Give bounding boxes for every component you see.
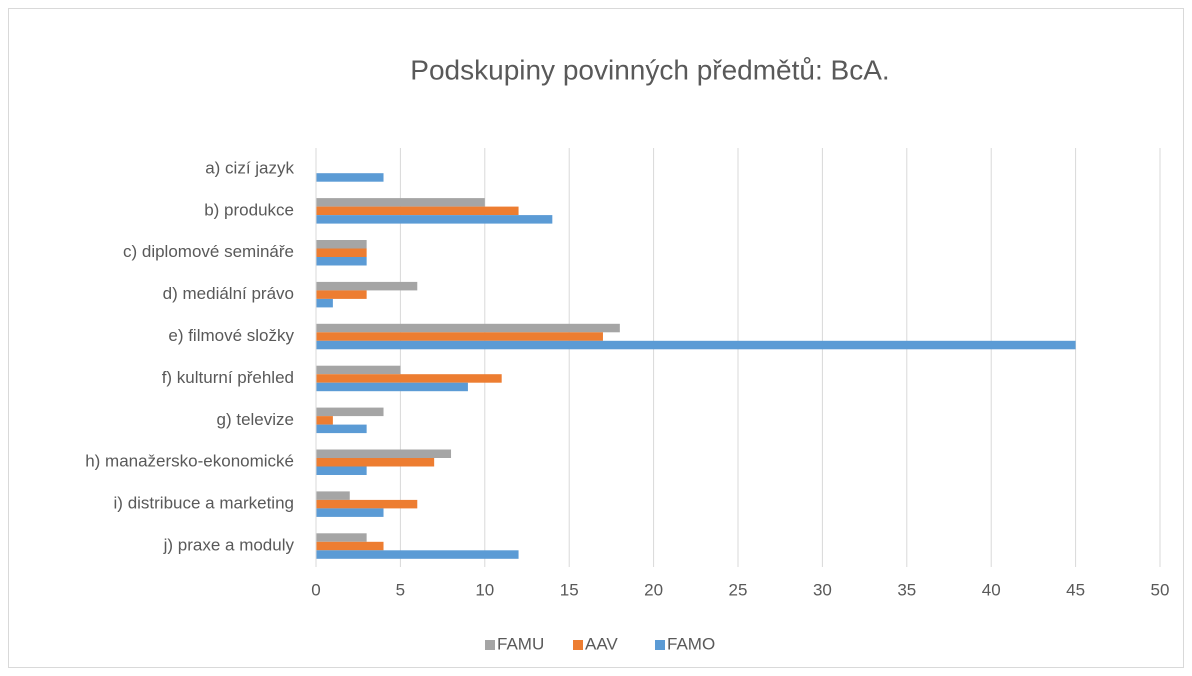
y-tick-label: g) televize xyxy=(217,410,294,429)
bar xyxy=(316,198,485,207)
y-tick-label: c) diplomové semináře xyxy=(123,242,294,261)
bar xyxy=(316,407,384,417)
bar xyxy=(316,449,452,458)
x-tick-label: 50 xyxy=(1151,580,1170,599)
bar xyxy=(316,206,519,216)
bar xyxy=(316,248,367,257)
bar xyxy=(316,508,384,517)
bar xyxy=(316,424,367,434)
bar xyxy=(316,240,367,249)
x-tick-label: 20 xyxy=(644,580,663,599)
bar xyxy=(316,281,418,291)
x-tick-label: 15 xyxy=(560,580,579,599)
x-tick-label: 40 xyxy=(982,580,1001,599)
legend-swatch xyxy=(573,640,583,650)
bar xyxy=(316,458,435,467)
y-tick-label: b) produkce xyxy=(204,200,294,219)
bar xyxy=(316,416,333,425)
legend-label: FAMO xyxy=(667,634,715,653)
y-tick-label: a) cizí jazyk xyxy=(205,158,294,177)
y-tick-label: d) mediální právo xyxy=(163,284,294,303)
bar xyxy=(316,466,367,475)
bar xyxy=(316,374,502,383)
y-tick-label: e) filmové složky xyxy=(168,326,294,345)
x-tick-label: 5 xyxy=(396,580,405,599)
x-tick-label: 30 xyxy=(813,580,832,599)
chart-title: Podskupiny povinných předmětů: BcA. xyxy=(410,54,889,85)
bar xyxy=(316,533,367,542)
bar xyxy=(316,215,553,224)
bar xyxy=(316,491,350,500)
x-tick-label: 10 xyxy=(475,580,494,599)
x-tick-label: 45 xyxy=(1066,580,1085,599)
bar xyxy=(316,541,384,551)
bar xyxy=(316,257,367,266)
legend-swatch xyxy=(485,640,495,650)
x-tick-label: 0 xyxy=(311,580,320,599)
bar xyxy=(316,332,603,341)
y-tick-label: i) distribuce a marketing xyxy=(114,494,294,513)
y-tick-label: f) kulturní přehled xyxy=(162,368,294,387)
y-tick-label: j) praxe a moduly xyxy=(163,536,295,555)
bar xyxy=(316,550,519,559)
bar xyxy=(316,382,468,392)
bar xyxy=(316,340,1076,350)
y-tick-label: h) manažersko-ekonomické xyxy=(85,452,294,471)
bar xyxy=(316,323,620,333)
x-tick-label: 35 xyxy=(897,580,916,599)
legend-label: AAV xyxy=(585,634,618,653)
bar xyxy=(316,173,384,182)
bar xyxy=(316,499,418,509)
bar xyxy=(316,290,367,299)
legend-label: FAMU xyxy=(497,634,544,653)
bar xyxy=(316,365,401,375)
x-tick-label: 25 xyxy=(729,580,748,599)
legend-swatch xyxy=(655,640,665,650)
bar xyxy=(316,298,333,308)
